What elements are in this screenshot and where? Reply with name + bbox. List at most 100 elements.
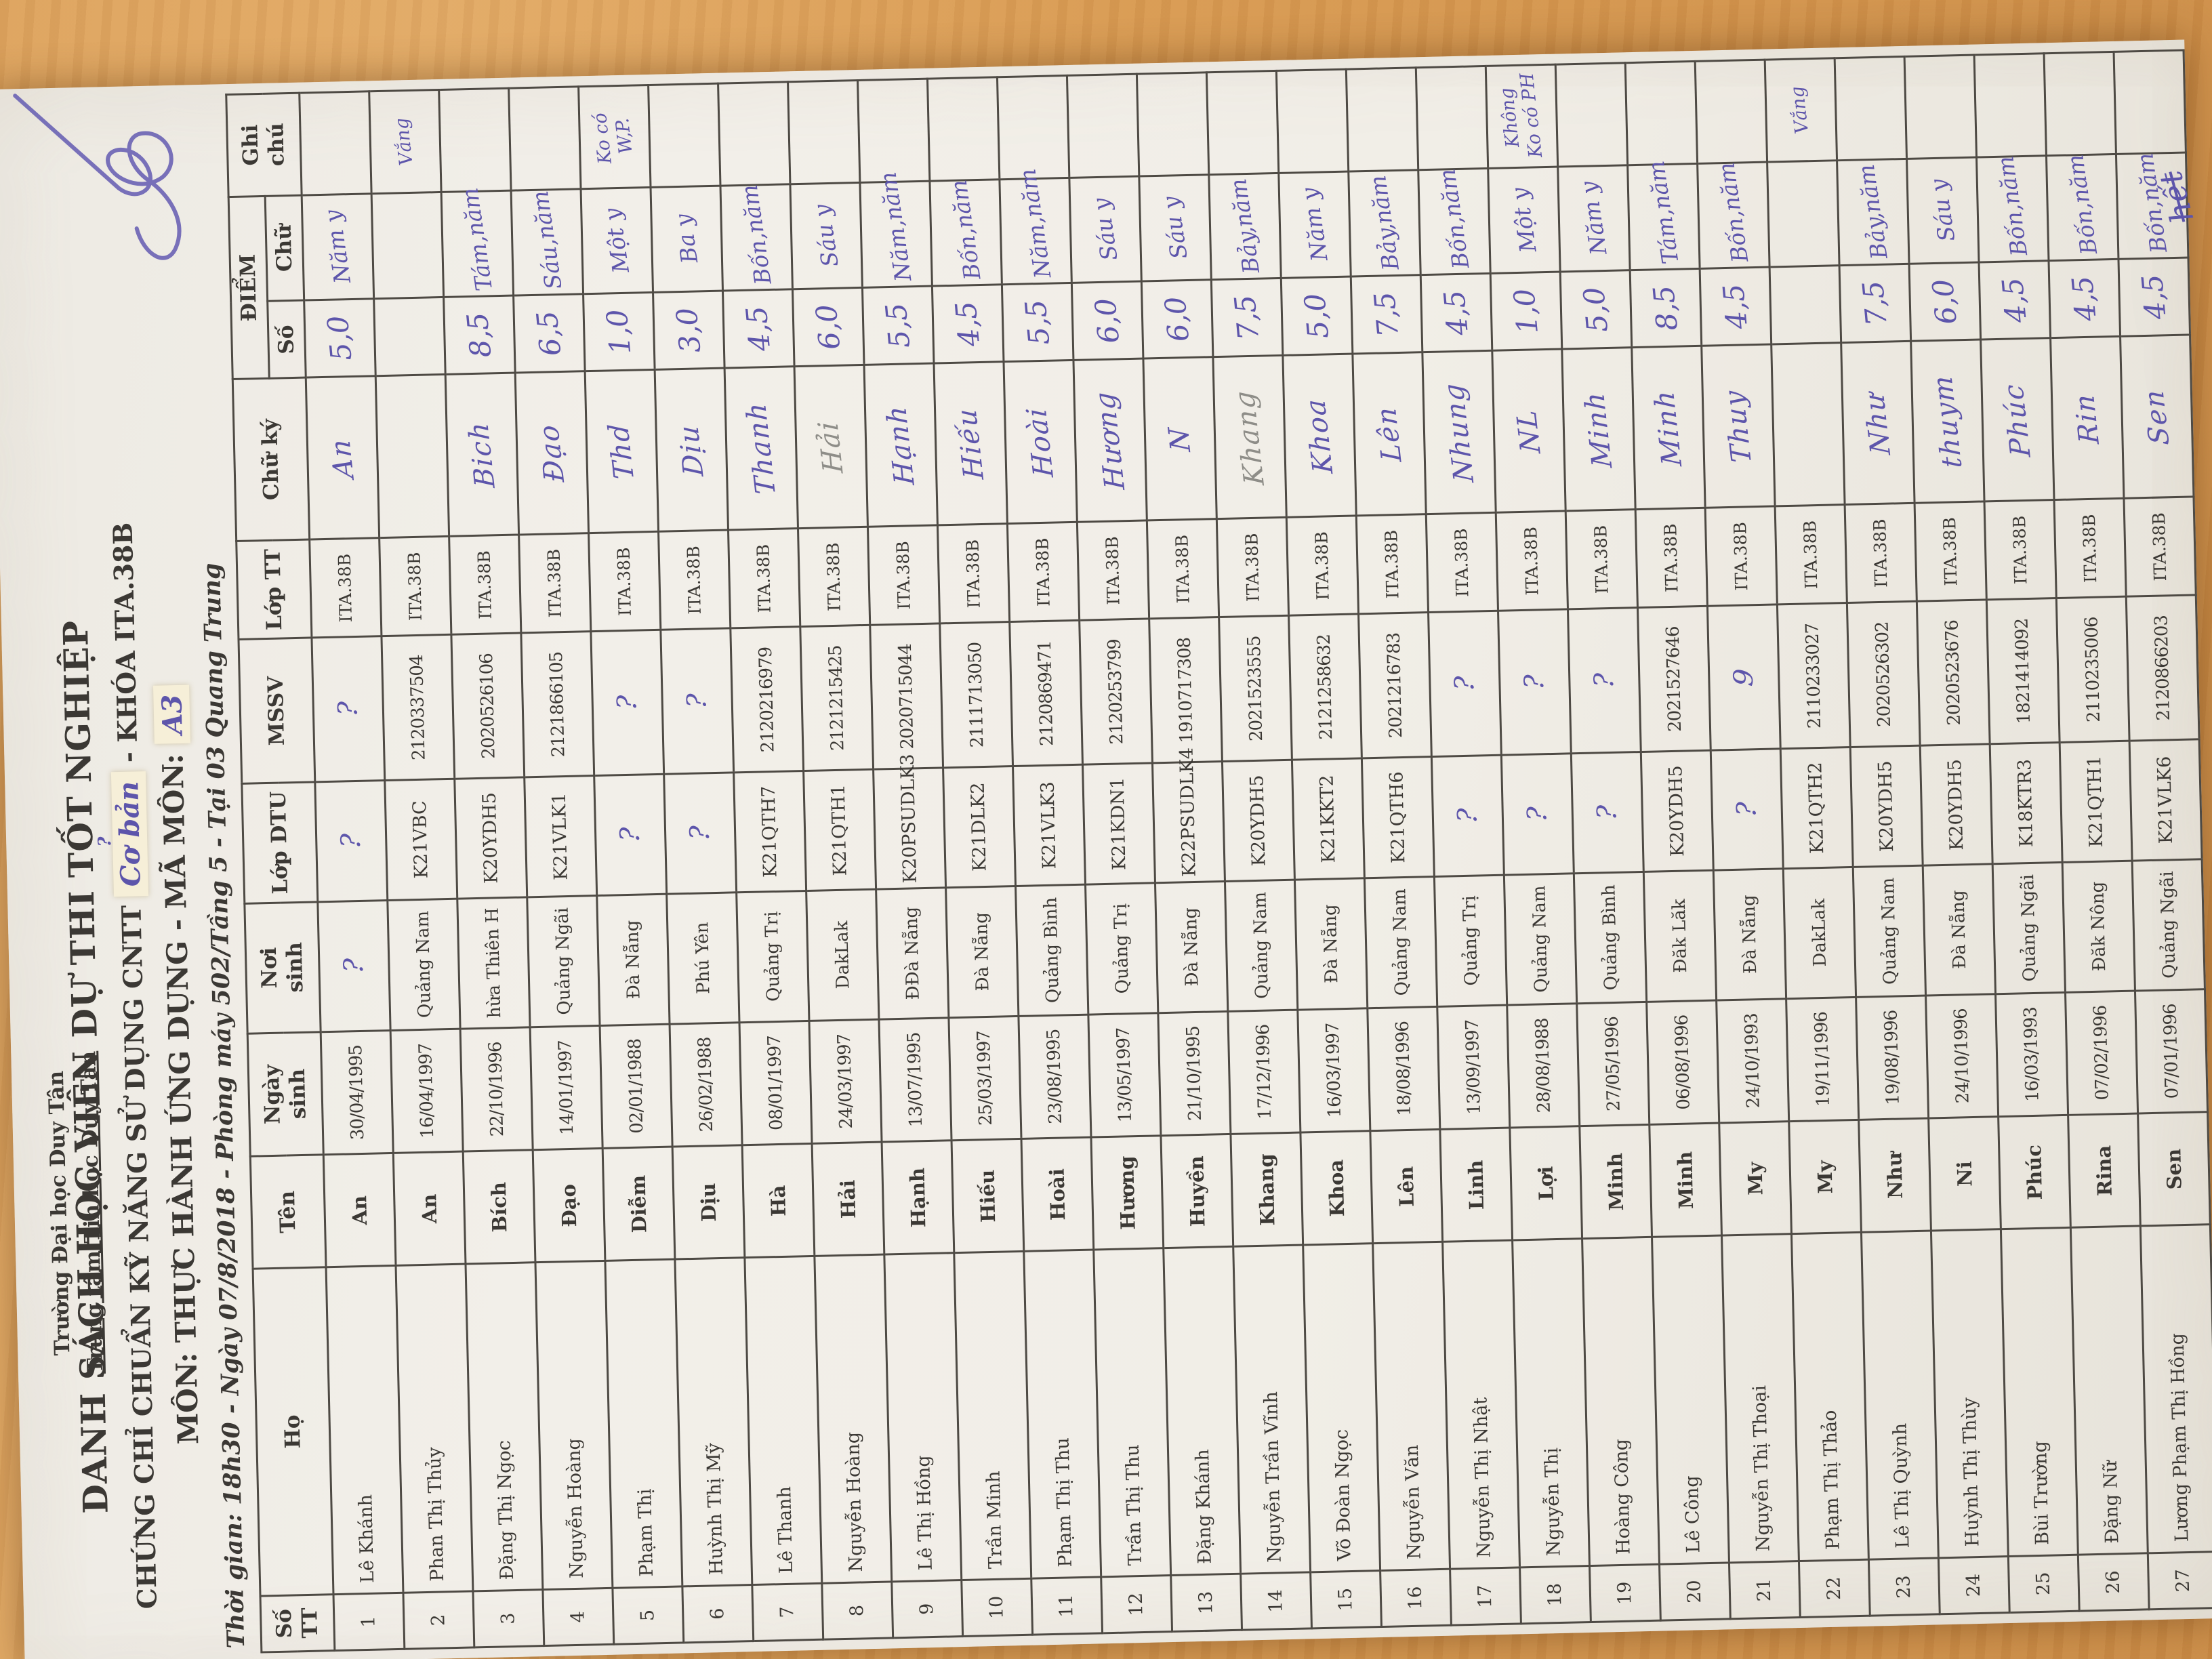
signature-scribble: An <box>324 437 361 478</box>
birth-place: hừa Thiên H <box>457 897 530 1029</box>
tape-patch-ma-mon: A3 <box>152 684 190 745</box>
birth-place: Quảng Trị <box>736 890 809 1023</box>
remark <box>1206 70 1279 175</box>
signature-scribble: Như <box>1858 391 1897 455</box>
handwritten-text: Năm y <box>319 208 356 286</box>
signature: Nhung <box>1422 350 1496 514</box>
dtu-class: K20PSUDLK3 <box>873 754 946 889</box>
dtu-class: K21QTH1 <box>803 769 876 891</box>
center-class: ITA.38B <box>937 523 1010 624</box>
dtu-class: K21QTH6 <box>1361 756 1434 878</box>
subtitle-suffix: - KHÓA ITA.38B <box>107 522 144 763</box>
row-number: 2 <box>403 1591 474 1650</box>
handwritten-text: Bốn,năm <box>735 183 777 287</box>
birth-date: 13/09/1997 <box>1437 1004 1510 1130</box>
remark <box>1973 53 2046 157</box>
dtu-class: K21VLK6 <box>2129 739 2202 861</box>
dtu-class: K21VLK1 <box>524 775 597 897</box>
remark <box>1834 56 1907 161</box>
student-id: 2120869471 <box>1009 620 1083 766</box>
handwritten-text: Tám,năm <box>1642 159 1684 266</box>
handwritten-text: 5,0 <box>1576 285 1614 334</box>
student-given-name: Ni <box>1928 1116 2001 1231</box>
score-words: Bốn,năm <box>1697 161 1769 269</box>
birth-place: Quảng Nam <box>1503 873 1577 1005</box>
birth-place: Đà Nẵng <box>596 893 670 1026</box>
student-surname: Nguyễn Hoàng <box>535 1261 613 1590</box>
student-given-name: An <box>392 1151 466 1266</box>
score-number: 4,5 <box>2048 259 2121 339</box>
student-surname: Huỳnh Thị Thùy <box>1930 1229 2008 1558</box>
student-id: ? <box>660 628 734 775</box>
student-surname: Nguyễn Thị Nhật <box>1442 1240 1520 1570</box>
col-header-ghi-chu: Ghi chú <box>226 93 302 197</box>
row-number: 1 <box>333 1593 405 1651</box>
handwritten-text: 4,5 <box>2065 274 2103 323</box>
score-words: Sáu y <box>1906 157 1979 264</box>
score-number: 5,5 <box>861 286 934 365</box>
birth-place: Đà Nẵng <box>1922 863 1996 996</box>
remark <box>857 79 930 183</box>
row-number: 6 <box>682 1584 754 1643</box>
remark <box>1904 55 1977 159</box>
birth-place: DakLak <box>806 888 879 1021</box>
student-id: 2020715044 <box>869 623 943 770</box>
student-given-name: Rina <box>2068 1113 2140 1228</box>
signature-scribble: Hoài <box>1020 407 1060 478</box>
col-header-ten: Tên <box>250 1155 326 1269</box>
col-header-lop-dtu: Lớp DTU <box>241 782 318 903</box>
handwritten-text: 8,5 <box>460 311 498 360</box>
row-number: 3 <box>472 1589 544 1647</box>
signature: Minh <box>1631 346 1705 510</box>
score-words <box>371 192 444 300</box>
dtu-class: ? <box>1431 755 1504 877</box>
signature: Hải <box>794 365 867 529</box>
student-given-name: Lên <box>1370 1129 1443 1244</box>
score-words: Sáu y <box>1069 176 1141 283</box>
student-given-name: Hiếu <box>951 1139 1024 1254</box>
handwritten-text: 3,0 <box>670 306 708 355</box>
center-class: ITA.38B <box>797 527 870 628</box>
col-header-diem: ĐIỂM <box>228 195 270 380</box>
birth-date: 26/02/1988 <box>669 1022 742 1147</box>
score-number: 7,5 <box>1350 274 1422 354</box>
handwritten-text: 7,5 <box>1856 279 1893 328</box>
signature: Hương <box>1073 359 1147 523</box>
student-id: ? <box>311 636 385 783</box>
student-id: 2120216979 <box>730 627 804 773</box>
birth-date: 22/10/1996 <box>459 1027 533 1152</box>
student-given-name: Khang <box>1230 1132 1303 1247</box>
signature <box>375 374 449 538</box>
handwritten-text: 5,5 <box>879 302 917 350</box>
student-given-name: Lợi <box>1509 1126 1582 1241</box>
score-words: Bốn,năm <box>2045 153 2118 261</box>
signature: Thd <box>584 369 659 533</box>
remark <box>2043 52 2116 156</box>
score-number: 3,0 <box>653 291 724 370</box>
handwritten-text: ? <box>334 832 367 850</box>
student-given-name: Hà <box>741 1143 815 1258</box>
row-number: 25 <box>2007 1555 2079 1613</box>
birth-date: 27/05/1996 <box>1576 1002 1650 1126</box>
row-number: 23 <box>1868 1557 1940 1616</box>
score-number: 4,5 <box>1699 267 1771 346</box>
birth-place: Phú Yên <box>666 892 739 1024</box>
student-id: 2020526106 <box>451 633 525 779</box>
dtu-class: ? <box>1710 749 1783 870</box>
center-class: ITA.38B <box>1774 504 1847 605</box>
student-id: 2021523555 <box>1218 615 1292 762</box>
student-surname: Bùi Trường <box>2000 1227 2078 1557</box>
handwritten-text: ? <box>680 693 713 710</box>
row-number: 26 <box>2077 1553 2149 1612</box>
col-header-chu-ky: Chữ ký <box>232 377 310 541</box>
birth-date: 17/12/1996 <box>1227 1009 1300 1134</box>
signature: Hiếu <box>933 362 1007 526</box>
remark <box>1694 60 1767 163</box>
score-words: Bảy,năm <box>1348 169 1420 277</box>
dtu-class: K20YDH5 <box>1849 745 1923 867</box>
birth-place: Quảng Ngãi <box>527 895 600 1027</box>
handwritten-ma-mon: A3 <box>156 694 189 735</box>
handwritten-text: Bốn,năm <box>1713 161 1754 265</box>
student-given-name: Bích <box>462 1150 535 1265</box>
student-given-name: Hương <box>1090 1136 1164 1250</box>
